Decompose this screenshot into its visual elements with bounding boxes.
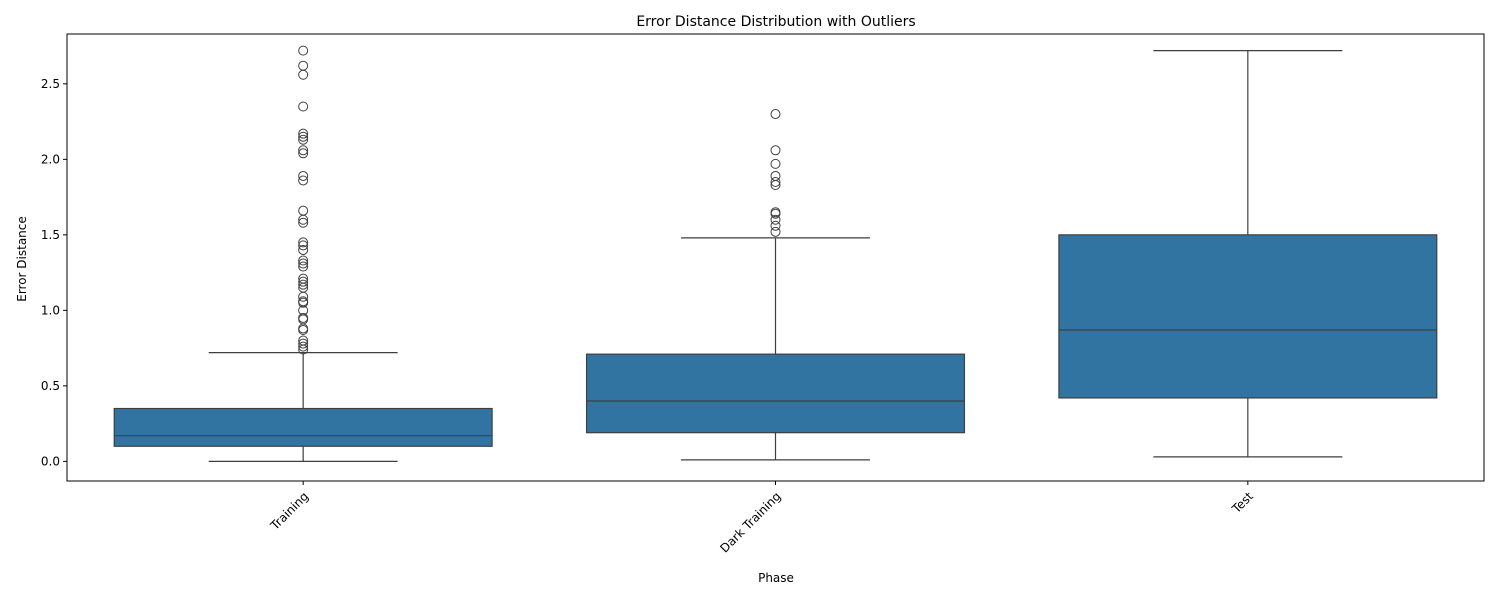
outlier-point xyxy=(298,217,309,228)
y-tick-label: 2.0 xyxy=(41,152,60,166)
outlier-point xyxy=(298,335,309,346)
outlier-point xyxy=(298,101,309,112)
x-tick-label: Test xyxy=(1229,489,1257,517)
x-axis: Training Dark Training Test xyxy=(267,481,1256,555)
outlier-point xyxy=(298,175,309,186)
outlier-point xyxy=(298,338,309,349)
outlier-point xyxy=(298,273,309,284)
outlier-point xyxy=(770,145,781,156)
x-tick-label: Training xyxy=(267,489,311,533)
y-tick-label: 2.5 xyxy=(41,77,60,91)
chart-title: Error Distance Distribution with Outlier… xyxy=(636,14,915,30)
outlier-point xyxy=(298,131,309,142)
outlier-point xyxy=(298,279,309,290)
y-axis-label: Error Distance xyxy=(15,216,29,302)
y-tick-label: 1.5 xyxy=(41,228,60,242)
outlier-point xyxy=(298,60,309,71)
outlier-point xyxy=(770,226,781,237)
outlier-point xyxy=(298,312,309,323)
outlier-point xyxy=(298,134,309,145)
y-tick-label: 0.0 xyxy=(41,454,60,468)
outlier-point xyxy=(298,205,309,216)
outlier-point xyxy=(298,341,309,352)
outlier-point xyxy=(770,170,781,181)
box-group-test xyxy=(1058,50,1438,458)
y-axis: 0.0 0.5 1.0 1.5 2.0 2.5 xyxy=(41,77,67,468)
outlier-point xyxy=(770,109,781,120)
outlier-point xyxy=(298,145,309,156)
box-group-training xyxy=(113,45,493,462)
iqr-box xyxy=(113,407,493,447)
box-group-dark-training xyxy=(585,109,966,461)
outlier-point xyxy=(298,261,309,272)
outlier-point xyxy=(298,258,309,269)
outlier-point xyxy=(298,237,309,248)
y-tick-label: 1.0 xyxy=(41,303,60,317)
outlier-point xyxy=(298,69,309,80)
outlier-point xyxy=(770,176,781,187)
outlier-point xyxy=(298,296,309,307)
outlier-point xyxy=(298,276,309,287)
outlier-point xyxy=(770,207,781,218)
outlier-point xyxy=(298,170,309,181)
outlier-point xyxy=(298,255,309,266)
plot-frame xyxy=(66,33,1485,482)
x-axis-label: Phase xyxy=(758,571,794,585)
y-tick-label: 0.5 xyxy=(41,379,60,393)
outlier-point xyxy=(298,128,309,139)
outlier-point xyxy=(770,214,781,225)
outlier-point xyxy=(298,148,309,159)
outlier-point xyxy=(298,45,309,56)
outlier-point xyxy=(298,244,309,255)
iqr-box xyxy=(585,353,966,434)
outlier-point xyxy=(770,220,781,231)
outlier-point xyxy=(298,240,309,251)
x-tick-label: Dark Training xyxy=(717,489,783,555)
outlier-point xyxy=(770,158,781,169)
iqr-box xyxy=(1058,234,1438,399)
plot-area xyxy=(113,45,1438,462)
